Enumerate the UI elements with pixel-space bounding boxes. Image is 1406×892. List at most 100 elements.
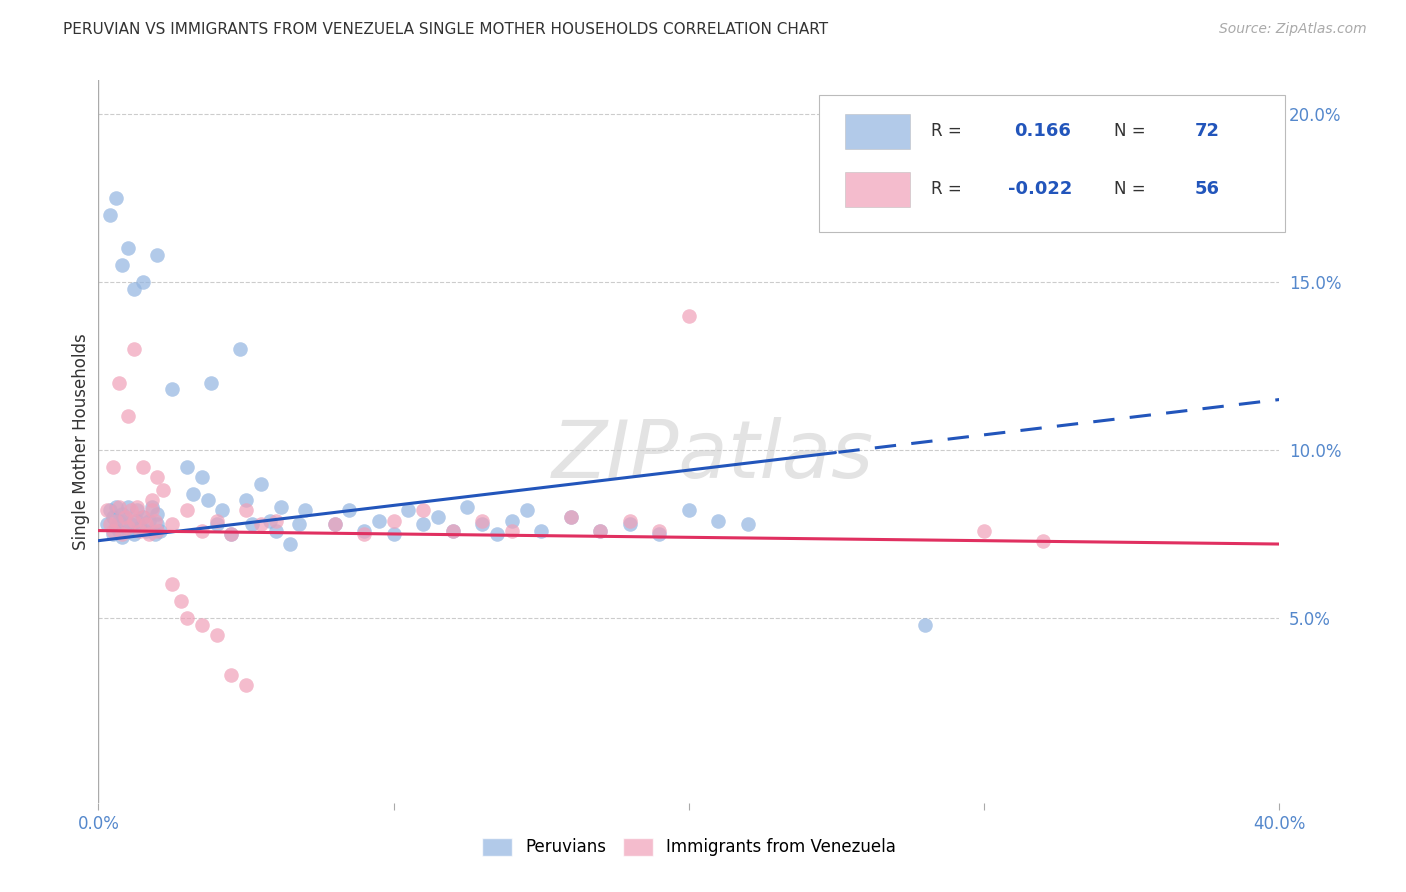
Point <box>143 527 166 541</box>
Text: PERUVIAN VS IMMIGRANTS FROM VENEZUELA SINGLE MOTHER HOUSEHOLDS CORRELATION CHART: PERUVIAN VS IMMIGRANTS FROM VENEZUELA SI… <box>63 22 828 37</box>
Point <box>240 516 263 531</box>
Point <box>122 282 145 296</box>
Point <box>648 524 671 538</box>
Point <box>441 524 464 538</box>
Point <box>111 530 134 544</box>
Point <box>516 503 538 517</box>
Legend: Peruvians, Immigrants from Venezuela: Peruvians, Immigrants from Venezuela <box>475 831 903 863</box>
Point <box>486 527 509 541</box>
Point <box>117 241 139 255</box>
Point <box>108 514 131 528</box>
Point <box>191 524 214 538</box>
Point <box>589 524 612 538</box>
Point <box>259 514 281 528</box>
Text: R =: R = <box>931 179 967 198</box>
Point <box>135 516 157 531</box>
Point <box>117 409 139 424</box>
Point <box>105 191 128 205</box>
Point <box>108 500 131 514</box>
Point <box>111 258 134 272</box>
Point <box>197 493 219 508</box>
Point <box>427 510 450 524</box>
Point <box>280 537 302 551</box>
Point <box>441 524 464 538</box>
Point <box>200 376 222 390</box>
Point <box>122 342 145 356</box>
Point <box>108 524 131 538</box>
Point <box>117 500 139 514</box>
FancyBboxPatch shape <box>845 172 910 207</box>
Point <box>250 476 273 491</box>
Point <box>471 516 494 531</box>
Point <box>125 500 148 514</box>
Point <box>530 524 553 538</box>
Point <box>471 514 494 528</box>
Point <box>560 510 582 524</box>
Point <box>264 514 287 528</box>
Point <box>678 503 700 517</box>
Point <box>96 503 118 517</box>
Point <box>117 520 139 534</box>
Point <box>162 516 183 531</box>
Point <box>914 617 936 632</box>
Point <box>619 516 641 531</box>
Point <box>221 527 243 541</box>
Point <box>382 514 405 528</box>
Point <box>205 516 228 531</box>
Point <box>132 510 155 524</box>
Point <box>294 503 316 517</box>
Text: N =: N = <box>1114 179 1152 198</box>
Point <box>128 520 150 534</box>
Point <box>138 514 160 528</box>
Point <box>152 483 174 498</box>
Point <box>105 500 128 514</box>
Point <box>501 514 523 528</box>
Point <box>176 611 198 625</box>
Point <box>264 524 287 538</box>
Point <box>235 678 257 692</box>
Text: -0.022: -0.022 <box>1008 179 1073 198</box>
Point <box>221 668 243 682</box>
Point <box>211 503 233 517</box>
Point <box>457 500 479 514</box>
Point <box>143 514 166 528</box>
Point <box>229 342 252 356</box>
Point <box>181 486 204 500</box>
Point <box>98 208 121 222</box>
Point <box>191 617 214 632</box>
Point <box>412 516 434 531</box>
Point <box>141 500 163 514</box>
Point <box>141 503 163 517</box>
Point <box>412 503 434 517</box>
Point <box>108 376 131 390</box>
Point <box>560 510 582 524</box>
Text: ZIPatlas: ZIPatlas <box>551 417 873 495</box>
Point <box>737 516 759 531</box>
Point <box>678 309 700 323</box>
Point <box>501 524 523 538</box>
Point <box>162 383 183 397</box>
Text: N =: N = <box>1114 122 1152 140</box>
Point <box>250 516 273 531</box>
Text: R =: R = <box>931 122 967 140</box>
Point <box>103 459 125 474</box>
Point <box>114 510 136 524</box>
Point <box>648 527 671 541</box>
Text: 0.166: 0.166 <box>1014 122 1070 140</box>
Point <box>132 275 155 289</box>
Point <box>146 470 169 484</box>
Point <box>339 503 361 517</box>
Point <box>135 524 157 538</box>
Point <box>103 510 125 524</box>
Point <box>205 514 228 528</box>
Point <box>162 577 183 591</box>
Point <box>128 524 150 538</box>
Point <box>120 503 142 517</box>
Point <box>105 514 128 528</box>
Point <box>146 507 169 521</box>
Point <box>382 527 405 541</box>
Point <box>132 510 155 524</box>
Text: 72: 72 <box>1195 122 1219 140</box>
FancyBboxPatch shape <box>845 114 910 149</box>
Point <box>288 516 311 531</box>
